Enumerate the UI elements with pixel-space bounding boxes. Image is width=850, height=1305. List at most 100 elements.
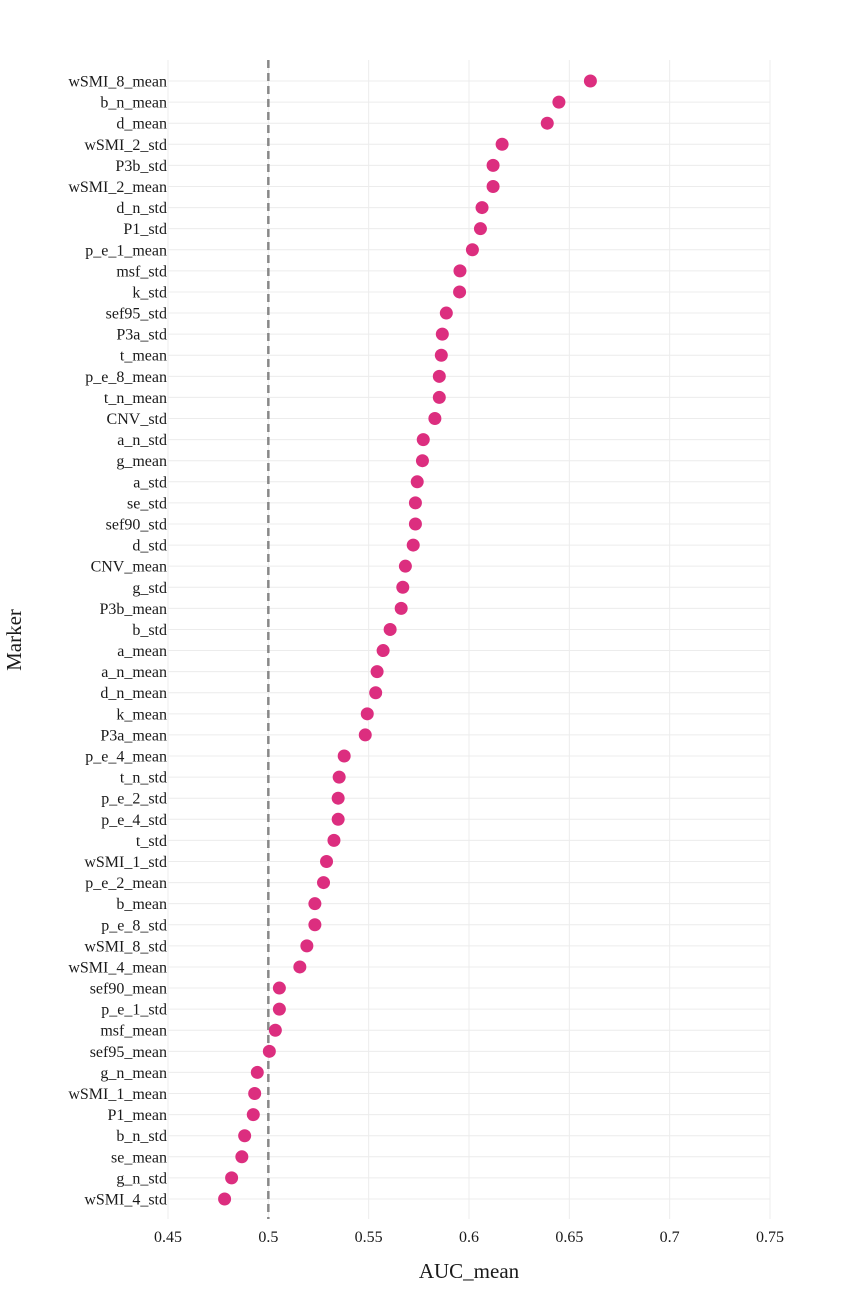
data-point (394, 601, 408, 615)
y-tick-label: t_n_mean (104, 390, 167, 407)
y-tick-label: P3a_mean (100, 727, 167, 744)
y-tick-label: wSMI_4_std (84, 1192, 167, 1209)
grid-layer (167, 60, 771, 1219)
y-tick-label: d_n_mean (100, 685, 167, 702)
x-tick-label: 0.45 (154, 1229, 182, 1246)
data-point (308, 918, 322, 932)
data-point (416, 433, 430, 447)
y-tick-label: g_mean (116, 453, 167, 470)
y-tick-label: b_mean (116, 896, 167, 913)
y-tick-label: p_e_2_std (101, 791, 167, 808)
y-tick-label: msf_mean (100, 1023, 167, 1040)
y-tick-label: a_std (133, 474, 167, 491)
y-tick-label: sef90_mean (90, 981, 167, 998)
data-point (358, 728, 372, 742)
data-point (327, 833, 341, 847)
data-point (250, 1065, 264, 1079)
data-point (408, 496, 422, 510)
y-tick-label: CNV_std (107, 411, 167, 428)
y-tick-label: sef95_std (106, 306, 167, 323)
y-tick-label: wSMI_8_std (84, 938, 167, 955)
data-point (300, 939, 314, 953)
y-tick-label: b_std (132, 622, 167, 639)
data-point (398, 559, 412, 573)
y-tick-label: se_mean (111, 1149, 167, 1166)
y-axis-title: Marker (2, 609, 26, 671)
data-point (248, 1087, 262, 1101)
data-point (406, 538, 420, 552)
data-point (540, 116, 554, 130)
data-point (495, 137, 509, 151)
data-point (434, 348, 448, 362)
data-point (293, 960, 307, 974)
data-point (432, 369, 446, 383)
data-point (370, 665, 384, 679)
data-point (337, 749, 351, 763)
y-tick-label: P3b_mean (99, 601, 167, 618)
data-point (376, 644, 390, 658)
y-tick-label: p_e_8_mean (85, 369, 167, 386)
data-point (383, 622, 397, 636)
y-tick-label: t_mean (120, 348, 167, 365)
y-tick-label: d_n_std (116, 200, 167, 217)
y-tick-label: t_n_std (120, 770, 167, 787)
y-tick-label: g_std (132, 580, 167, 597)
y-tick-label: CNV_mean (91, 559, 167, 576)
data-point (552, 95, 566, 109)
data-point (331, 812, 345, 826)
y-tick-label: d_std (132, 538, 167, 555)
data-point (415, 454, 429, 468)
data-point (432, 390, 446, 404)
y-tick-labels: wSMI_8_mean b_n_mean d_mean wSMI_2_std P3b_s… (68, 74, 167, 1209)
y-tick-label: wSMI_2_std (84, 137, 167, 154)
data-point (396, 580, 410, 594)
data-point (272, 981, 286, 995)
data-point (308, 897, 322, 911)
y-tick-label: d_mean (116, 116, 167, 133)
y-tick-label: b_n_mean (100, 95, 167, 112)
data-point (360, 707, 374, 721)
data-point (268, 1023, 282, 1037)
data-point (453, 264, 467, 278)
y-tick-label: sef95_mean (90, 1044, 167, 1061)
point-layer (218, 74, 597, 1206)
data-point (453, 285, 467, 299)
y-tick-label: wSMI_2_mean (68, 179, 167, 196)
y-tick-label: k_mean (116, 706, 167, 723)
y-tick-label: P1_mean (107, 1107, 167, 1124)
x-tick-label: 0.55 (355, 1229, 383, 1246)
data-point (332, 770, 346, 784)
y-tick-label: msf_std (116, 263, 167, 280)
data-point (410, 475, 424, 489)
data-point (486, 158, 500, 172)
x-tick-label: 0.5 (258, 1229, 278, 1246)
data-point (218, 1192, 232, 1206)
data-point (331, 791, 345, 805)
data-point (473, 222, 487, 236)
y-tick-label: a_n_mean (101, 664, 167, 681)
data-point (320, 854, 334, 868)
y-tick-label: p_e_8_std (101, 917, 167, 934)
data-point (583, 74, 597, 88)
data-point (235, 1150, 249, 1164)
data-point (428, 412, 442, 426)
y-tick-label: p_e_1_mean (85, 242, 167, 259)
y-tick-label: wSMI_8_mean (68, 74, 167, 91)
y-tick-label: t_std (136, 833, 167, 850)
data-point (475, 201, 489, 215)
y-tick-label: p_e_2_mean (85, 875, 167, 892)
y-tick-label: a_n_std (117, 432, 167, 449)
y-tick-label: b_n_std (116, 1128, 167, 1145)
y-tick-label: a_mean (117, 643, 167, 660)
x-tick-labels: 0.45 0.5 0.55 0.6 0.65 0.7 0.75 (154, 1229, 784, 1246)
y-tick-label: k_std (132, 284, 167, 301)
y-tick-label: P3a_std (116, 327, 167, 344)
data-point (435, 327, 449, 341)
data-point (369, 686, 383, 700)
x-tick-label: 0.7 (660, 1229, 680, 1246)
y-tick-label: sef90_std (106, 516, 167, 533)
y-tick-label: p_e_4_std (101, 812, 167, 829)
y-tick-label: wSMI_1_mean (68, 1086, 167, 1103)
data-point (225, 1171, 239, 1185)
